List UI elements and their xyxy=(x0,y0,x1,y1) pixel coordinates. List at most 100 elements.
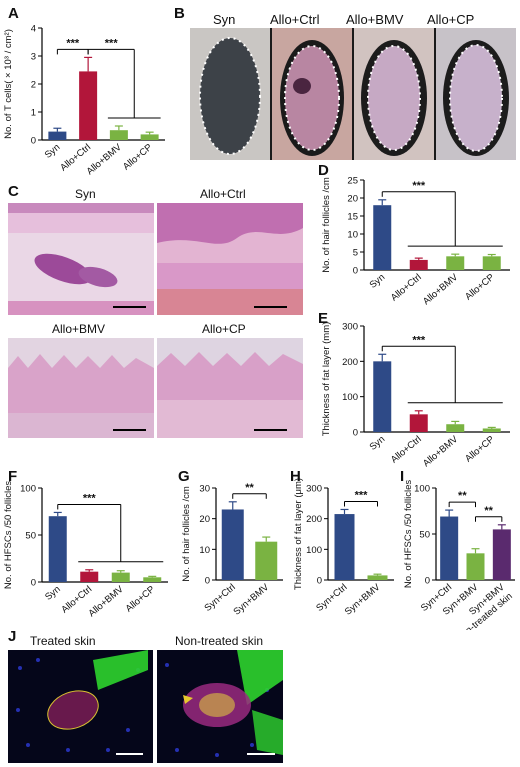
y-tick-label: 0 xyxy=(353,428,358,439)
bar xyxy=(334,514,355,580)
y-tick-label: 100 xyxy=(306,545,322,556)
y-tick-label: 25 xyxy=(347,176,358,187)
y-tick-label: 3 xyxy=(31,52,36,63)
histology-label-allo-cp: Allo+CP xyxy=(202,322,246,336)
bar xyxy=(440,516,459,580)
y-tick-label: 0 xyxy=(31,578,36,589)
category-label: Allo+CP xyxy=(124,584,158,615)
bar xyxy=(482,256,501,270)
category-label: Allo+CP xyxy=(121,142,155,173)
significance-label: *** xyxy=(105,37,119,49)
category-label: Allo+BMV xyxy=(421,271,461,307)
bar xyxy=(221,509,244,580)
panel-label-a: A xyxy=(8,5,19,22)
category-label: Allo+Ctrl xyxy=(389,272,424,304)
significance-label: *** xyxy=(66,37,80,49)
y-axis-title: No. of hair follicles /cm xyxy=(181,486,192,582)
bar xyxy=(255,541,278,580)
fluorescence-non-treated xyxy=(157,650,283,763)
histology-label-syn: Syn xyxy=(75,187,96,201)
y-tick-label: 10 xyxy=(347,230,358,241)
y-tick-label: 0 xyxy=(317,576,322,587)
category-label: Allo+CP xyxy=(463,272,497,303)
y-tick-label: 1 xyxy=(31,108,36,119)
y-tick-label: 4 xyxy=(31,24,36,35)
bar xyxy=(446,256,465,270)
fluorescence-treated xyxy=(8,650,153,763)
significance-label: *** xyxy=(412,180,426,192)
bar xyxy=(482,428,501,432)
y-tick-label: 2 xyxy=(31,80,36,91)
category-label: Allo+BMV xyxy=(421,433,461,469)
photo-label-allo-cp: Allo+CP xyxy=(427,12,475,27)
y-tick-label: 50 xyxy=(419,530,430,541)
bar xyxy=(48,516,67,582)
y-axis-title: No. of HFSCs /50 follicles xyxy=(3,481,14,589)
photo-label-syn: Syn xyxy=(213,12,236,27)
panel-label-h: H xyxy=(290,468,301,485)
bar xyxy=(446,424,465,432)
histology-label-allo-ctrl: Allo+Ctrl xyxy=(200,187,246,201)
y-tick-label: 200 xyxy=(342,357,358,368)
significance-label: *** xyxy=(355,489,369,501)
panel-label-i: I xyxy=(400,468,405,485)
chart-e: 0 100 200 300 Thickness of fat layer (mm) Syn… xyxy=(321,322,510,469)
y-tick-label: 300 xyxy=(342,322,358,333)
y-tick-label: 0 xyxy=(353,266,358,277)
panel-label-j: J xyxy=(8,628,17,645)
panel-label-c: C xyxy=(8,183,19,200)
category-label: Allo+BMV xyxy=(85,141,125,177)
bar xyxy=(80,571,99,582)
category-label: Syn xyxy=(368,434,388,453)
y-axis-title: No. of hair follicles /cm xyxy=(321,177,332,273)
significance-label: ** xyxy=(458,490,467,502)
y-tick-label: 100 xyxy=(414,484,430,495)
histology-syn xyxy=(8,203,154,315)
chart-f: 0 50 100 No. of HFSCs /50 follicles Syn Allo+… xyxy=(3,481,168,619)
bar xyxy=(48,131,67,140)
chart-a: 0 1 2 3 4 No. of T cells( × 10³ / cm²) Syn Allo… xyxy=(3,24,165,177)
y-tick-label: 20 xyxy=(347,194,358,205)
significance-label: ** xyxy=(245,482,254,494)
category-label: Syn xyxy=(43,584,63,603)
bar xyxy=(409,414,428,432)
histology-allo-ctrl xyxy=(157,203,303,315)
y-tick-label: 300 xyxy=(306,484,322,495)
bar xyxy=(492,529,511,580)
panel-label-g: G xyxy=(178,468,190,485)
y-axis-title: No. of T cells( × 10³ / cm²) xyxy=(3,29,14,139)
bar xyxy=(140,134,159,140)
bar xyxy=(367,575,388,580)
y-axis-title: Thickness of fat layer (μm) xyxy=(293,478,304,590)
y-axis-title: Thickness of fat layer (mm) xyxy=(321,322,332,437)
category-label: Allo+Ctrl xyxy=(389,434,424,466)
y-tick-label: 200 xyxy=(306,514,322,525)
y-tick-label: 10 xyxy=(199,545,210,556)
y-tick-label: 0 xyxy=(205,576,210,587)
y-tick-label: 30 xyxy=(199,484,210,495)
y-tick-label: 15 xyxy=(347,212,358,223)
category-label: Allo+CP xyxy=(463,434,497,465)
bar xyxy=(466,553,485,580)
y-tick-label: 50 xyxy=(25,531,36,542)
photo-label-allo-bmv: Allo+BMV xyxy=(346,12,404,27)
bar xyxy=(111,572,130,582)
photo-label-allo-ctrl: Allo+Ctrl xyxy=(270,12,320,27)
bar xyxy=(109,130,128,140)
histology-allo-cp xyxy=(157,338,303,438)
mouse-photos-illustration xyxy=(190,28,516,160)
significance-label: *** xyxy=(83,492,97,504)
histology-label-allo-bmv: Allo+BMV xyxy=(52,322,106,336)
mouse-photos-strip xyxy=(190,28,516,160)
panel-label-d: D xyxy=(318,162,329,179)
bar xyxy=(409,259,428,270)
category-label: Syn+BMV xyxy=(343,581,383,617)
bar xyxy=(373,361,392,432)
y-tick-label: 100 xyxy=(20,484,36,495)
fluorescence-label-non-treated: Non-treated skin xyxy=(175,634,264,648)
category-label: Syn xyxy=(368,272,388,291)
panel-label-e: E xyxy=(318,310,329,327)
